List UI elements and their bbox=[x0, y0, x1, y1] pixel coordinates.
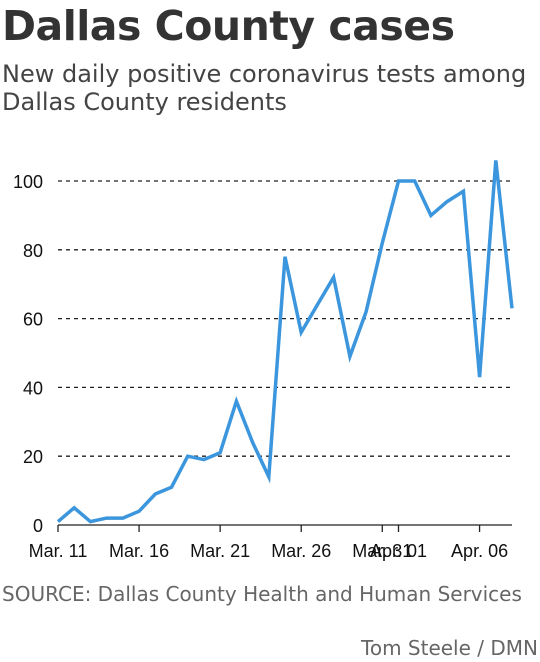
data-point bbox=[251, 440, 255, 444]
x-tick-label: Mar. 26 bbox=[271, 541, 331, 561]
chart-subtitle: New daily positive coronavirus tests amo… bbox=[2, 60, 527, 116]
data-point bbox=[137, 509, 141, 513]
data-point bbox=[153, 492, 157, 496]
data-point bbox=[88, 520, 92, 524]
data-point bbox=[364, 310, 368, 314]
data-point bbox=[72, 506, 76, 510]
line-chart: 0 20 40 60 80 100 Mar. 11 Mar. 16 Mar. 21 Mar. 2… bbox=[13, 158, 514, 561]
data-point bbox=[186, 454, 190, 458]
credit-line: Tom Steele / DMN bbox=[361, 636, 538, 660]
data-point bbox=[218, 451, 222, 455]
data-point bbox=[56, 520, 60, 524]
y-tick-label: 80 bbox=[23, 241, 43, 261]
data-point bbox=[445, 200, 449, 204]
chart-title: Dallas County cases bbox=[2, 2, 455, 50]
data-point bbox=[397, 179, 401, 183]
data-point bbox=[348, 354, 352, 358]
x-tick-label: Mar. 16 bbox=[109, 541, 169, 561]
data-point bbox=[121, 516, 125, 520]
data-point bbox=[413, 179, 417, 183]
x-tick-label: Mar. 21 bbox=[190, 541, 250, 561]
data-point bbox=[510, 306, 514, 310]
data-point bbox=[429, 213, 433, 217]
data-point bbox=[283, 255, 287, 259]
data-point bbox=[170, 485, 174, 489]
data-point bbox=[315, 303, 319, 307]
data-point bbox=[461, 189, 465, 193]
data-point bbox=[234, 399, 238, 403]
y-tick-label: 100 bbox=[13, 172, 43, 192]
x-tick-label: Apr. 06 bbox=[451, 541, 508, 561]
series-line bbox=[56, 160, 514, 524]
data-point bbox=[267, 475, 271, 479]
y-tick-label: 20 bbox=[23, 447, 43, 467]
data-point bbox=[494, 158, 498, 162]
x-tick-label: Mar. 31 bbox=[352, 541, 412, 561]
data-point bbox=[332, 275, 336, 279]
x-tick-label: Apr. 01 bbox=[370, 541, 427, 561]
data-point bbox=[478, 375, 482, 379]
y-tick-label: 40 bbox=[23, 378, 43, 398]
data-point bbox=[105, 516, 109, 520]
data-point bbox=[299, 330, 303, 334]
x-tick-label: Mar. 11 bbox=[29, 541, 88, 561]
source-note: SOURCE: Dallas County Health and Human S… bbox=[2, 582, 522, 606]
y-tick-label: 0 bbox=[33, 516, 43, 536]
y-tick-label: 60 bbox=[23, 310, 43, 330]
data-point bbox=[202, 458, 206, 462]
data-point bbox=[380, 241, 384, 245]
